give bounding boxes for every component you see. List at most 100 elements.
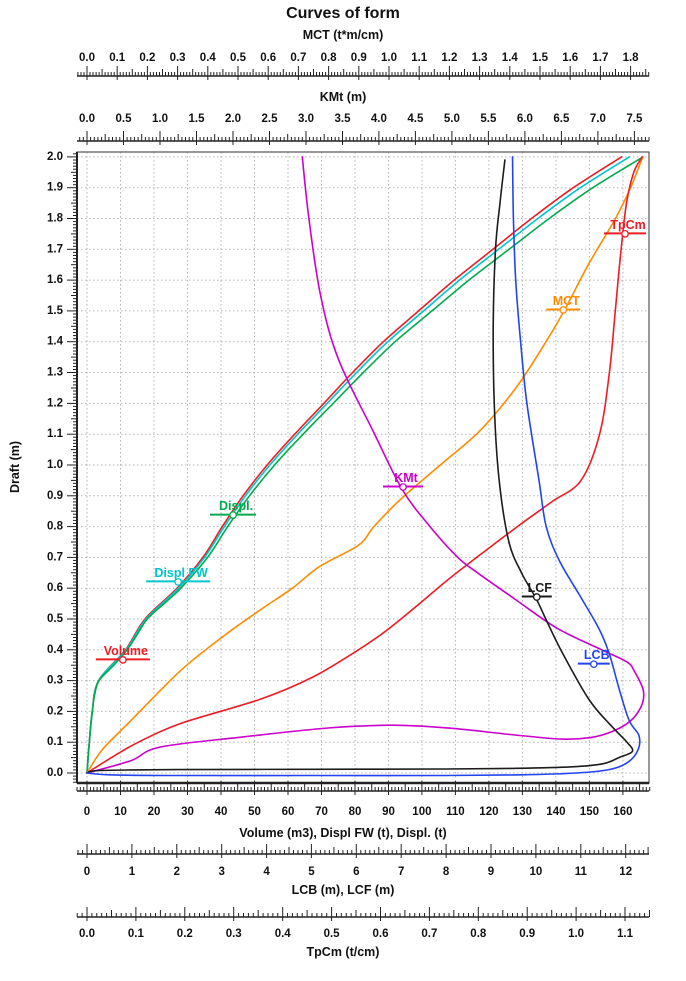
tpcm-axis-title: TpCm (t/cm) bbox=[306, 945, 380, 959]
tick-label: 0.8 bbox=[321, 52, 338, 64]
draft-tick-label: 1.7 bbox=[47, 243, 63, 255]
tick-label: 110 bbox=[446, 806, 465, 818]
tick-label: 6.0 bbox=[517, 113, 533, 125]
draft-tick-label: 2.0 bbox=[47, 151, 63, 163]
ruler-tpcm-labels: 0.0 0.1 0.2 0.3 0.4 0.5 0.6 0.7 0.8 0.9 1.0 1.1 bbox=[79, 928, 634, 940]
draft-tick-label: 1.9 bbox=[47, 182, 63, 194]
curve-label-displ_fw: Displ FW bbox=[146, 566, 211, 586]
ruler-kmt-labels: 0.0 0.5 1.0 1.5 2.0 2.5 3.0 3.5 4.0 4.5 5.0 5.5 6.0 6… bbox=[79, 113, 643, 125]
tick-label: 10 bbox=[114, 806, 127, 818]
tick-label: 130 bbox=[513, 806, 532, 818]
draft-tick-label: 1.3 bbox=[47, 367, 63, 379]
tick-label: 6.5 bbox=[553, 113, 570, 125]
tick-label: 0.8 bbox=[470, 928, 487, 940]
tick-label: 0.3 bbox=[170, 52, 186, 64]
draft-tick-label: 0.6 bbox=[47, 582, 63, 594]
tick-label: 0.5 bbox=[116, 113, 133, 125]
ruler-kmt bbox=[77, 131, 650, 145]
draft-tick-label: 1.0 bbox=[47, 459, 63, 471]
curve-label-marker bbox=[119, 656, 127, 664]
tick-label: 1.7 bbox=[592, 52, 608, 64]
tick-label: 30 bbox=[181, 806, 194, 818]
tick-label: 0.1 bbox=[109, 52, 126, 64]
draft-tick-label: 0.3 bbox=[47, 675, 63, 687]
tick-label: 5 bbox=[308, 866, 315, 878]
tick-label: 40 bbox=[215, 806, 228, 818]
tick-label: 3 bbox=[218, 866, 224, 878]
curve-label-marker bbox=[532, 593, 541, 601]
tick-label: 70 bbox=[315, 806, 328, 818]
draft-tick-label: 0.1 bbox=[47, 736, 64, 748]
tick-label: 1.0 bbox=[381, 52, 397, 64]
ruler-draft-labels: 0.0 0.1 0.2 0.3 0.4 0.5 0.6 0.7 0.8 0.9 1.0 1.1 1.2 1… bbox=[47, 151, 64, 779]
tick-label: 7.0 bbox=[590, 113, 606, 125]
tick-label: 160 bbox=[613, 806, 632, 818]
curve-label-text: Displ. bbox=[219, 499, 253, 513]
curve-label-lcf: LCF bbox=[521, 581, 553, 601]
curve-label-marker bbox=[229, 511, 237, 519]
curve-label-lcb: LCB bbox=[577, 648, 610, 669]
draft-tick-label: 0.0 bbox=[47, 767, 63, 779]
ruler-draft bbox=[67, 153, 77, 783]
tick-label: 5.0 bbox=[444, 113, 460, 125]
curve-displ bbox=[86, 156, 644, 774]
draft-tick-label: 0.5 bbox=[47, 613, 64, 625]
curve-label-text: LCF bbox=[528, 581, 553, 595]
tick-label: 10 bbox=[530, 866, 543, 878]
tick-label: 4 bbox=[263, 866, 270, 878]
curve-tpcm bbox=[86, 156, 643, 774]
draft-tick-label: 1.2 bbox=[47, 397, 63, 409]
curve-label-marker bbox=[174, 578, 182, 586]
tick-label: 0.5 bbox=[324, 928, 341, 940]
tick-label: 0.9 bbox=[519, 928, 535, 940]
tick-label: 0.4 bbox=[200, 52, 217, 64]
curve-label-marker bbox=[589, 660, 598, 669]
tick-label: 3.5 bbox=[335, 113, 352, 125]
tick-label: 0.9 bbox=[351, 52, 367, 64]
draft-tick-label: 0.7 bbox=[47, 551, 63, 563]
ruler-tpcm bbox=[76, 907, 650, 921]
tick-label: 1.0 bbox=[568, 928, 584, 940]
curve-lcf bbox=[86, 159, 634, 774]
tick-label: 0.1 bbox=[128, 928, 145, 940]
tick-label: 0.2 bbox=[139, 52, 155, 64]
curve-label-marker bbox=[621, 230, 629, 238]
tick-label: 4.0 bbox=[371, 113, 387, 125]
curve-lcb bbox=[86, 156, 641, 777]
tick-label: 20 bbox=[148, 806, 161, 818]
tick-label: 8 bbox=[443, 866, 450, 878]
draft-tick-label: 0.2 bbox=[47, 705, 63, 717]
tick-label: 0.7 bbox=[290, 52, 306, 64]
tick-label: 2.0 bbox=[225, 113, 241, 125]
curve-label-text: TpCm bbox=[610, 218, 645, 232]
tick-label: 1.6 bbox=[562, 52, 578, 64]
tick-label: 1 bbox=[129, 866, 136, 878]
curve-kmt bbox=[86, 156, 645, 774]
curve-label-tpcm: TpCm bbox=[604, 218, 647, 238]
ruler-mct-labels: 0.0 0.1 0.2 0.3 0.4 0.5 0.6 0.7 0.8 0.9 1.0 1.1 1.2 1… bbox=[79, 52, 639, 64]
tick-label: 0.4 bbox=[275, 928, 292, 940]
tick-label: 2.5 bbox=[262, 113, 279, 125]
tick-label: 0.0 bbox=[79, 52, 95, 64]
tick-label: 1.4 bbox=[502, 52, 519, 64]
draft-tick-label: 1.4 bbox=[47, 336, 64, 348]
curve-label-text: Volume bbox=[104, 644, 148, 658]
ruler-lcb bbox=[77, 844, 649, 858]
curve-label-volume: Volume bbox=[95, 644, 150, 664]
tick-label: 140 bbox=[546, 806, 565, 818]
curve-label-displ: Displ. bbox=[210, 499, 257, 519]
tick-label: 12 bbox=[619, 866, 632, 878]
tick-label: 0.3 bbox=[226, 928, 242, 940]
tick-label: 100 bbox=[412, 806, 431, 818]
tick-label: 2 bbox=[174, 866, 180, 878]
chart-title: Curves of form bbox=[286, 5, 400, 22]
tick-label: 1.1 bbox=[617, 928, 634, 940]
draft-tick-label: 1.8 bbox=[47, 213, 64, 225]
tick-label: 0 bbox=[84, 866, 90, 878]
tick-label: 0.6 bbox=[260, 52, 276, 64]
ruler-volume-labels: 0 10 20 30 40 50 60 70 80 90 100 110 120 130 140 150 160 bbox=[84, 806, 633, 818]
tick-label: 120 bbox=[479, 806, 498, 818]
tick-label: 7.5 bbox=[626, 113, 643, 125]
